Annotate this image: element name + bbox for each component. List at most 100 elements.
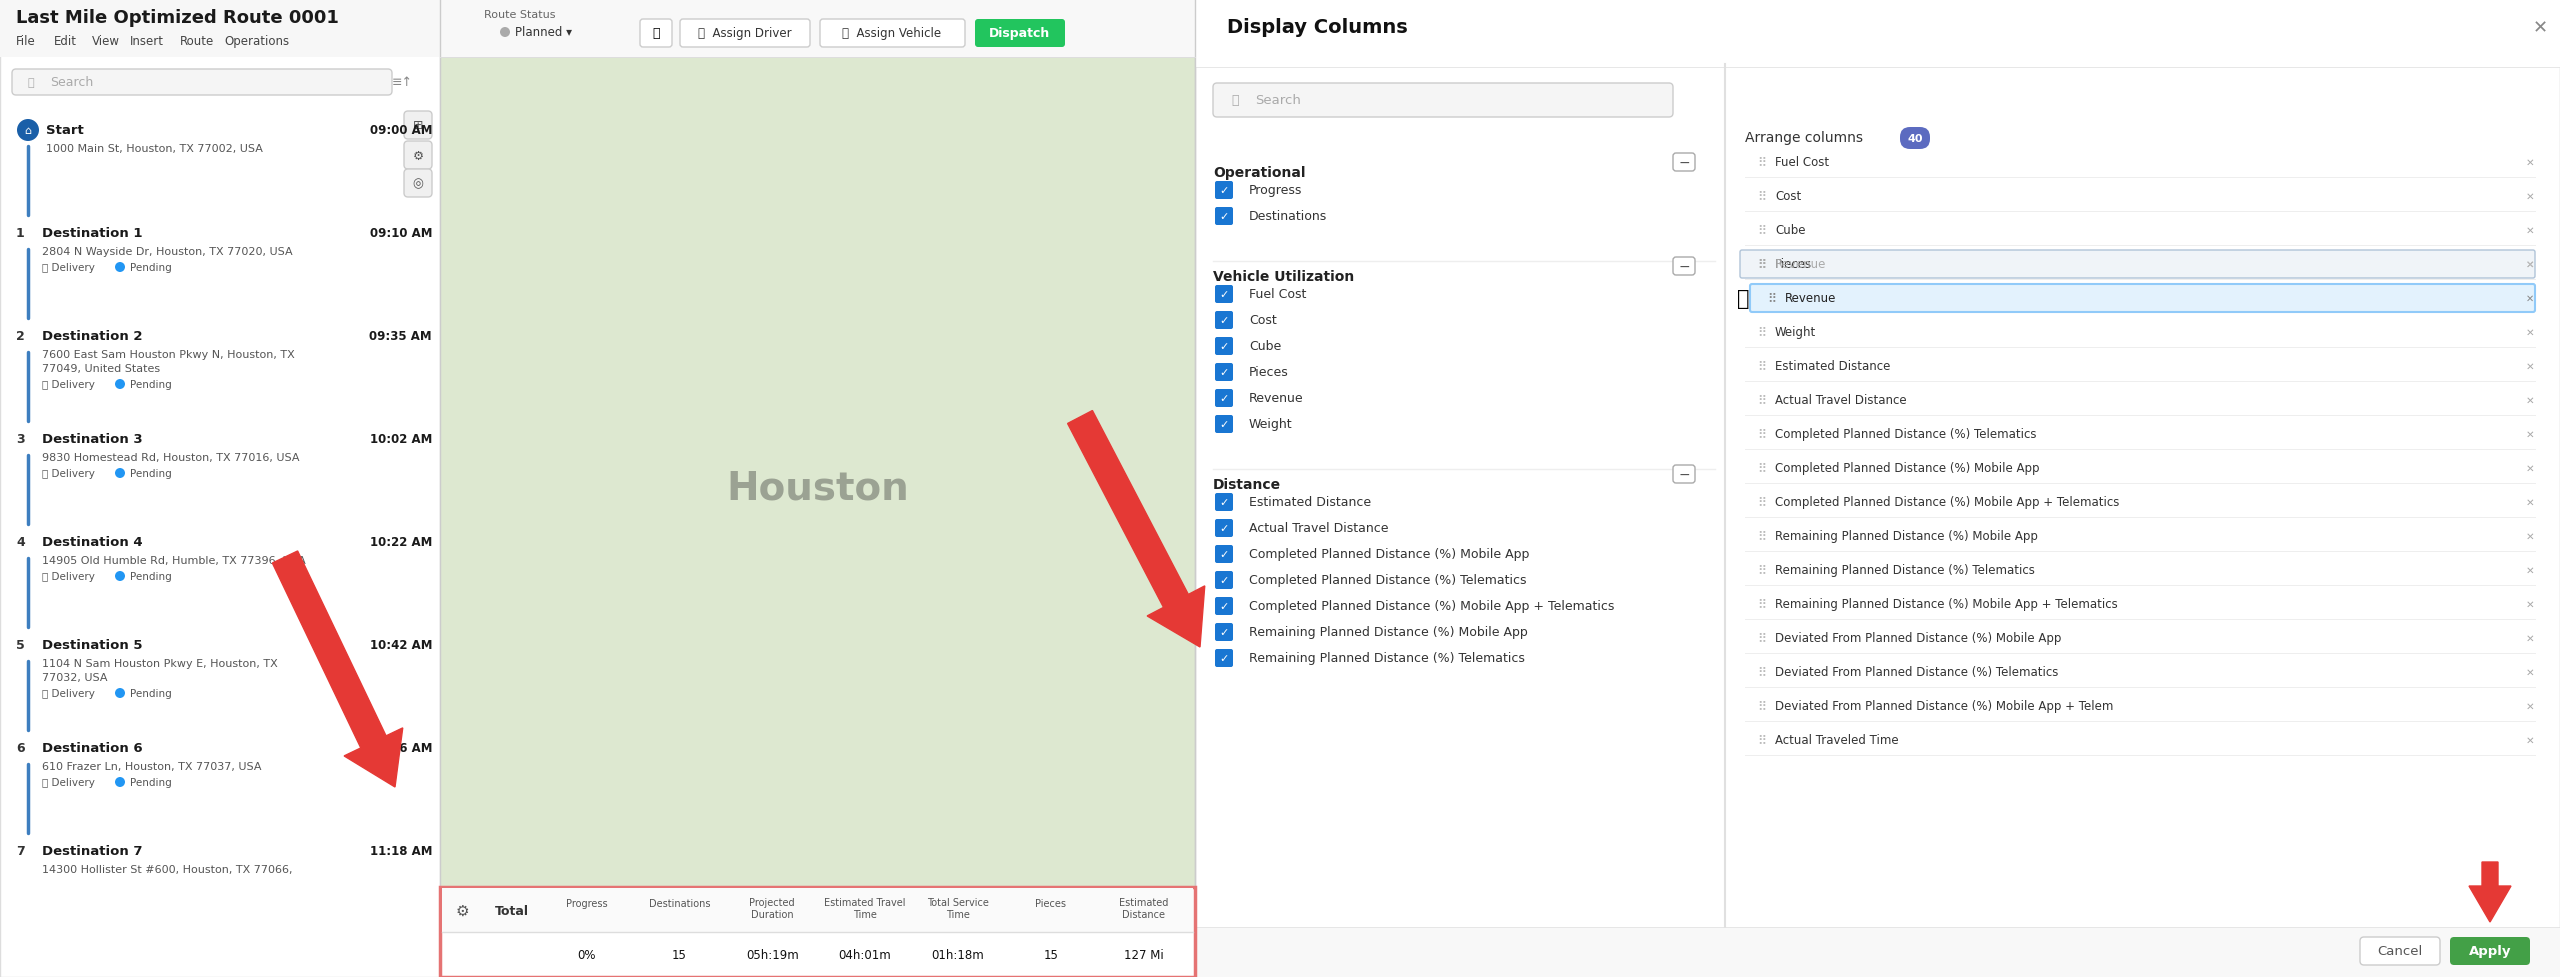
Text: Revenue: Revenue [1774,258,1825,272]
Text: Vehicle Utilization: Vehicle Utilization [1213,270,1354,283]
Text: Cube: Cube [1249,340,1280,353]
Text: ◎: ◎ [412,177,422,191]
Text: 🚗  Assign Vehicle: 🚗 Assign Vehicle [842,27,942,40]
Text: Destination 4: Destination 4 [41,536,143,549]
Text: ✓: ✓ [1219,549,1229,560]
Circle shape [18,120,38,142]
Text: Deviated From Planned Distance (%) Telematics: Deviated From Planned Distance (%) Telem… [1774,665,2058,679]
Text: Pending: Pending [131,572,172,581]
Text: ✓: ✓ [1219,575,1229,585]
Text: Pending: Pending [131,688,172,699]
Text: ✕: ✕ [2527,736,2534,745]
FancyBboxPatch shape [1216,208,1234,226]
Text: Insert: Insert [131,35,164,49]
Text: ✓: ✓ [1219,186,1229,195]
Text: Actual Travel Distance: Actual Travel Distance [1774,394,1907,407]
Text: ⠿: ⠿ [1756,700,1766,713]
Text: Pending: Pending [131,778,172,787]
Text: 7600 East Sam Houston Pkwy N, Houston, TX: 7600 East Sam Houston Pkwy N, Houston, T… [41,350,294,360]
Text: ✕: ✕ [2527,497,2534,507]
Text: ✓: ✓ [1219,316,1229,325]
Text: 2804 N Wayside Dr, Houston, TX 77020, USA: 2804 N Wayside Dr, Houston, TX 77020, US… [41,247,292,257]
FancyBboxPatch shape [1216,520,1234,537]
Bar [0,0,440,58]
Bar [440,0,1196,58]
Text: Deviated From Planned Distance (%) Mobile App: Deviated From Planned Distance (%) Mobil… [1774,632,2061,645]
FancyBboxPatch shape [1216,597,1234,616]
Text: Operational: Operational [1213,166,1306,180]
Text: Actual Traveled Time: Actual Traveled Time [1774,734,1900,746]
FancyBboxPatch shape [404,170,433,197]
Text: Distance: Distance [1213,478,1280,491]
Text: ⚙: ⚙ [456,903,468,918]
Circle shape [115,688,125,699]
Text: ✕: ✕ [2527,667,2534,677]
FancyBboxPatch shape [1216,650,1234,667]
FancyBboxPatch shape [1674,465,1695,484]
Text: ✕: ✕ [2527,226,2534,235]
Text: 🚛 Delivery: 🚛 Delivery [41,380,95,390]
Text: 09:35 AM: 09:35 AM [369,330,433,343]
Text: Estimated Distance: Estimated Distance [1774,361,1889,373]
Text: ⠿: ⠿ [1756,225,1766,237]
Text: Distance: Distance [1121,909,1165,919]
FancyBboxPatch shape [819,20,965,48]
FancyBboxPatch shape [1216,545,1234,564]
Text: Time: Time [852,909,878,919]
Text: Search: Search [1254,95,1300,107]
Text: ⠿: ⠿ [1756,598,1766,611]
Text: ✓: ✓ [1219,602,1229,612]
Text: ✓: ✓ [1219,497,1229,507]
Text: Estimated Travel: Estimated Travel [824,897,906,907]
Text: Search: Search [51,76,92,90]
Text: Operations: Operations [225,35,289,49]
Text: ⊞: ⊞ [412,119,422,132]
Text: ✕: ✕ [2527,327,2534,338]
Text: Destination 3: Destination 3 [41,433,143,446]
Bar [443,888,1193,932]
Text: −: − [1679,468,1690,482]
Text: View: View [92,35,120,49]
Text: 1000 Main St, Houston, TX 77002, USA: 1000 Main St, Houston, TX 77002, USA [46,144,264,153]
Text: Remaining Planned Distance (%) Telematics: Remaining Planned Distance (%) Telematic… [1249,652,1526,664]
FancyBboxPatch shape [1900,128,1930,149]
Text: Destination 5: Destination 5 [41,639,143,652]
Text: ✓: ✓ [1219,654,1229,663]
Text: Remaining Planned Distance (%) Mobile App + Telematics: Remaining Planned Distance (%) Mobile Ap… [1774,598,2117,611]
Text: ≡↑: ≡↑ [392,76,412,90]
Text: 09:00 AM: 09:00 AM [369,124,433,138]
Text: Route Status: Route Status [484,10,556,20]
Text: −: − [1679,260,1690,274]
Text: 1: 1 [15,228,26,240]
Text: Completed Planned Distance (%) Telematics: Completed Planned Distance (%) Telematic… [1249,573,1526,587]
Text: Display Columns: Display Columns [1226,19,1408,37]
Circle shape [115,380,125,390]
Text: Pending: Pending [131,380,172,390]
Text: ✕: ✕ [2527,430,2534,440]
Text: ✕: ✕ [2532,19,2547,37]
Text: ✕: ✕ [2527,294,2534,304]
Text: 9830 Homestead Rd, Houston, TX 77016, USA: 9830 Homestead Rd, Houston, TX 77016, US… [41,452,300,462]
Text: ⠿: ⠿ [1756,496,1766,509]
Text: Projected: Projected [750,897,796,907]
Text: 14905 Old Humble Rd, Humble, TX 77396, USA: 14905 Old Humble Rd, Humble, TX 77396, U… [41,556,305,566]
Text: Revenue: Revenue [1784,292,1836,305]
Text: 11:18 AM: 11:18 AM [369,845,433,858]
Text: 🔍: 🔍 [1231,95,1239,107]
Text: 4: 4 [15,536,26,549]
Text: ⠿: ⠿ [1756,530,1766,543]
Text: Remaining Planned Distance (%) Mobile App: Remaining Planned Distance (%) Mobile Ap… [1774,530,2038,543]
Circle shape [115,469,125,479]
Text: 77032, USA: 77032, USA [41,672,108,682]
Text: Destination 1: Destination 1 [41,228,143,240]
FancyBboxPatch shape [2360,937,2440,965]
Text: ✕: ✕ [2527,566,2534,575]
Text: 610 Frazer Ln, Houston, TX 77037, USA: 610 Frazer Ln, Houston, TX 77037, USA [41,761,261,771]
Text: ⠿: ⠿ [1766,292,1777,305]
FancyBboxPatch shape [1216,363,1234,382]
Text: ✕: ✕ [2527,599,2534,610]
Circle shape [115,572,125,581]
Text: Time: Time [945,909,970,919]
Text: 40: 40 [1907,134,1923,144]
Text: ⠿: ⠿ [1756,428,1766,441]
